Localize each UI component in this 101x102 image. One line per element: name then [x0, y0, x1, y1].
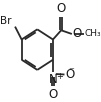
Text: O: O — [65, 68, 75, 81]
Text: ⁻: ⁻ — [69, 66, 74, 76]
Text: O: O — [72, 27, 82, 40]
Text: O: O — [48, 88, 58, 101]
Text: +: + — [56, 72, 63, 81]
Text: O: O — [57, 2, 66, 15]
Text: N: N — [49, 73, 57, 86]
Text: CH₃: CH₃ — [84, 29, 101, 38]
Text: Br: Br — [0, 16, 12, 26]
